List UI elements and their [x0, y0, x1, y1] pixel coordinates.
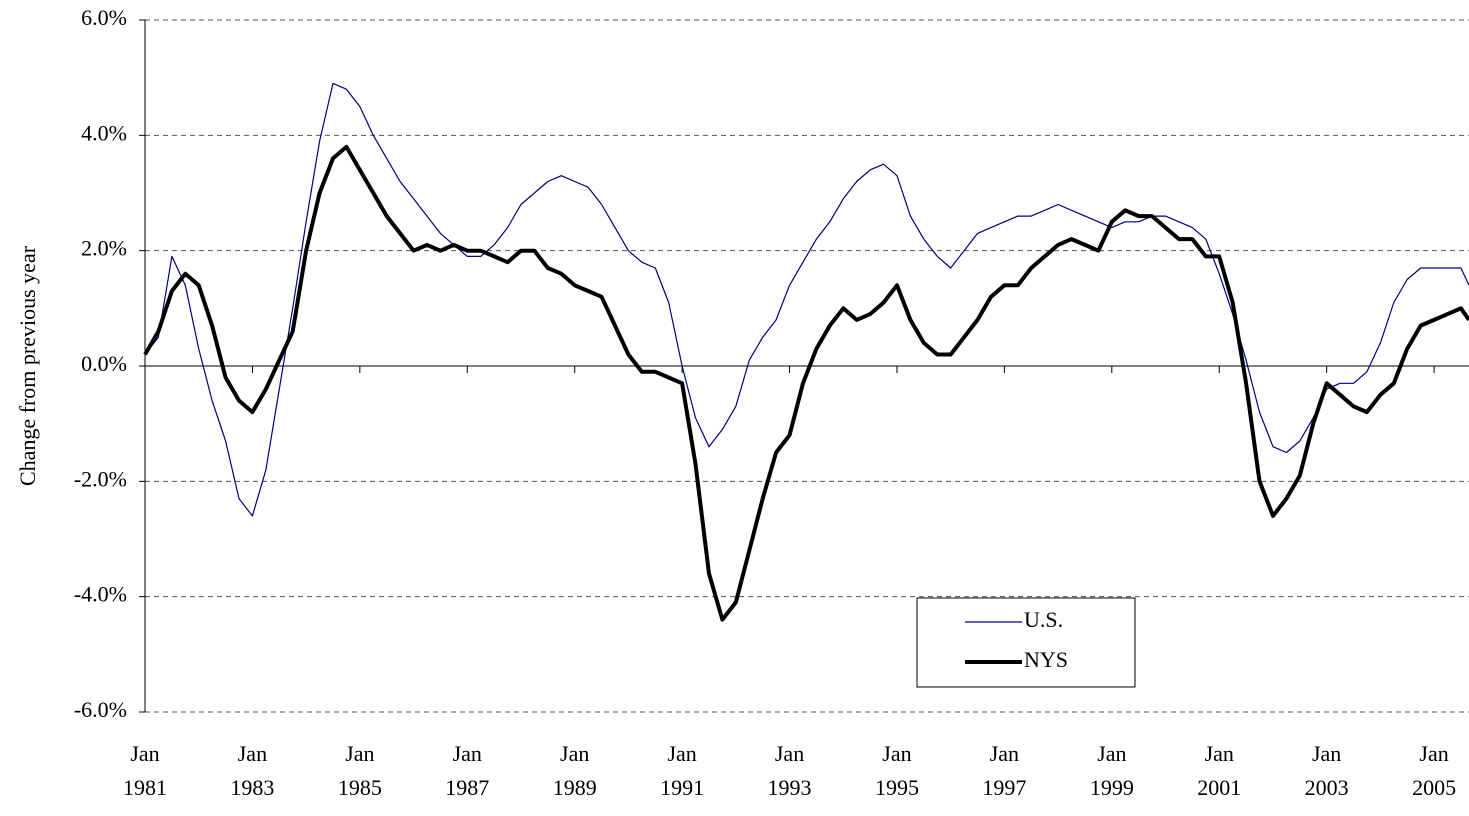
- x-tick-label: Jan 1997: [982, 741, 1026, 800]
- y-tick-label: 2.0%: [81, 236, 127, 261]
- y-tick-label: -4.0%: [74, 582, 127, 607]
- x-tick-label: Jan 1999: [1090, 741, 1134, 800]
- y-tick-label: 0.0%: [81, 351, 127, 376]
- y-tick-label: -6.0%: [74, 697, 127, 722]
- x-tick-label: Jan 1993: [768, 741, 812, 800]
- y-tick-label: -2.0%: [74, 466, 127, 491]
- x-tick-label: Jan 1985: [338, 741, 382, 800]
- series-line: [144, 82, 1469, 517]
- legend-box: [916, 597, 1136, 688]
- legend-label: U.S.: [1024, 607, 1063, 632]
- x-tick-label: Jan 1991: [660, 741, 704, 800]
- legend-label: NYS: [1024, 647, 1068, 672]
- x-tick-label: Jan 2005: [1412, 741, 1456, 800]
- y-axis-label: Change from previous year: [15, 245, 40, 486]
- y-tick-label: 4.0%: [81, 120, 127, 145]
- x-tick-label: Jan 1995: [875, 741, 919, 800]
- x-tick-label: Jan 2001: [1197, 741, 1241, 800]
- series-line: [143, 144, 1469, 622]
- x-tick-label: Jan 2003: [1305, 741, 1349, 800]
- x-tick-label: Jan 1981: [123, 741, 167, 800]
- x-tick-label: Jan 1983: [230, 741, 274, 800]
- x-tick-label: Jan 1989: [553, 741, 597, 800]
- y-tick-label: 6.0%: [81, 5, 127, 30]
- x-tick-label: Jan 1987: [445, 741, 489, 800]
